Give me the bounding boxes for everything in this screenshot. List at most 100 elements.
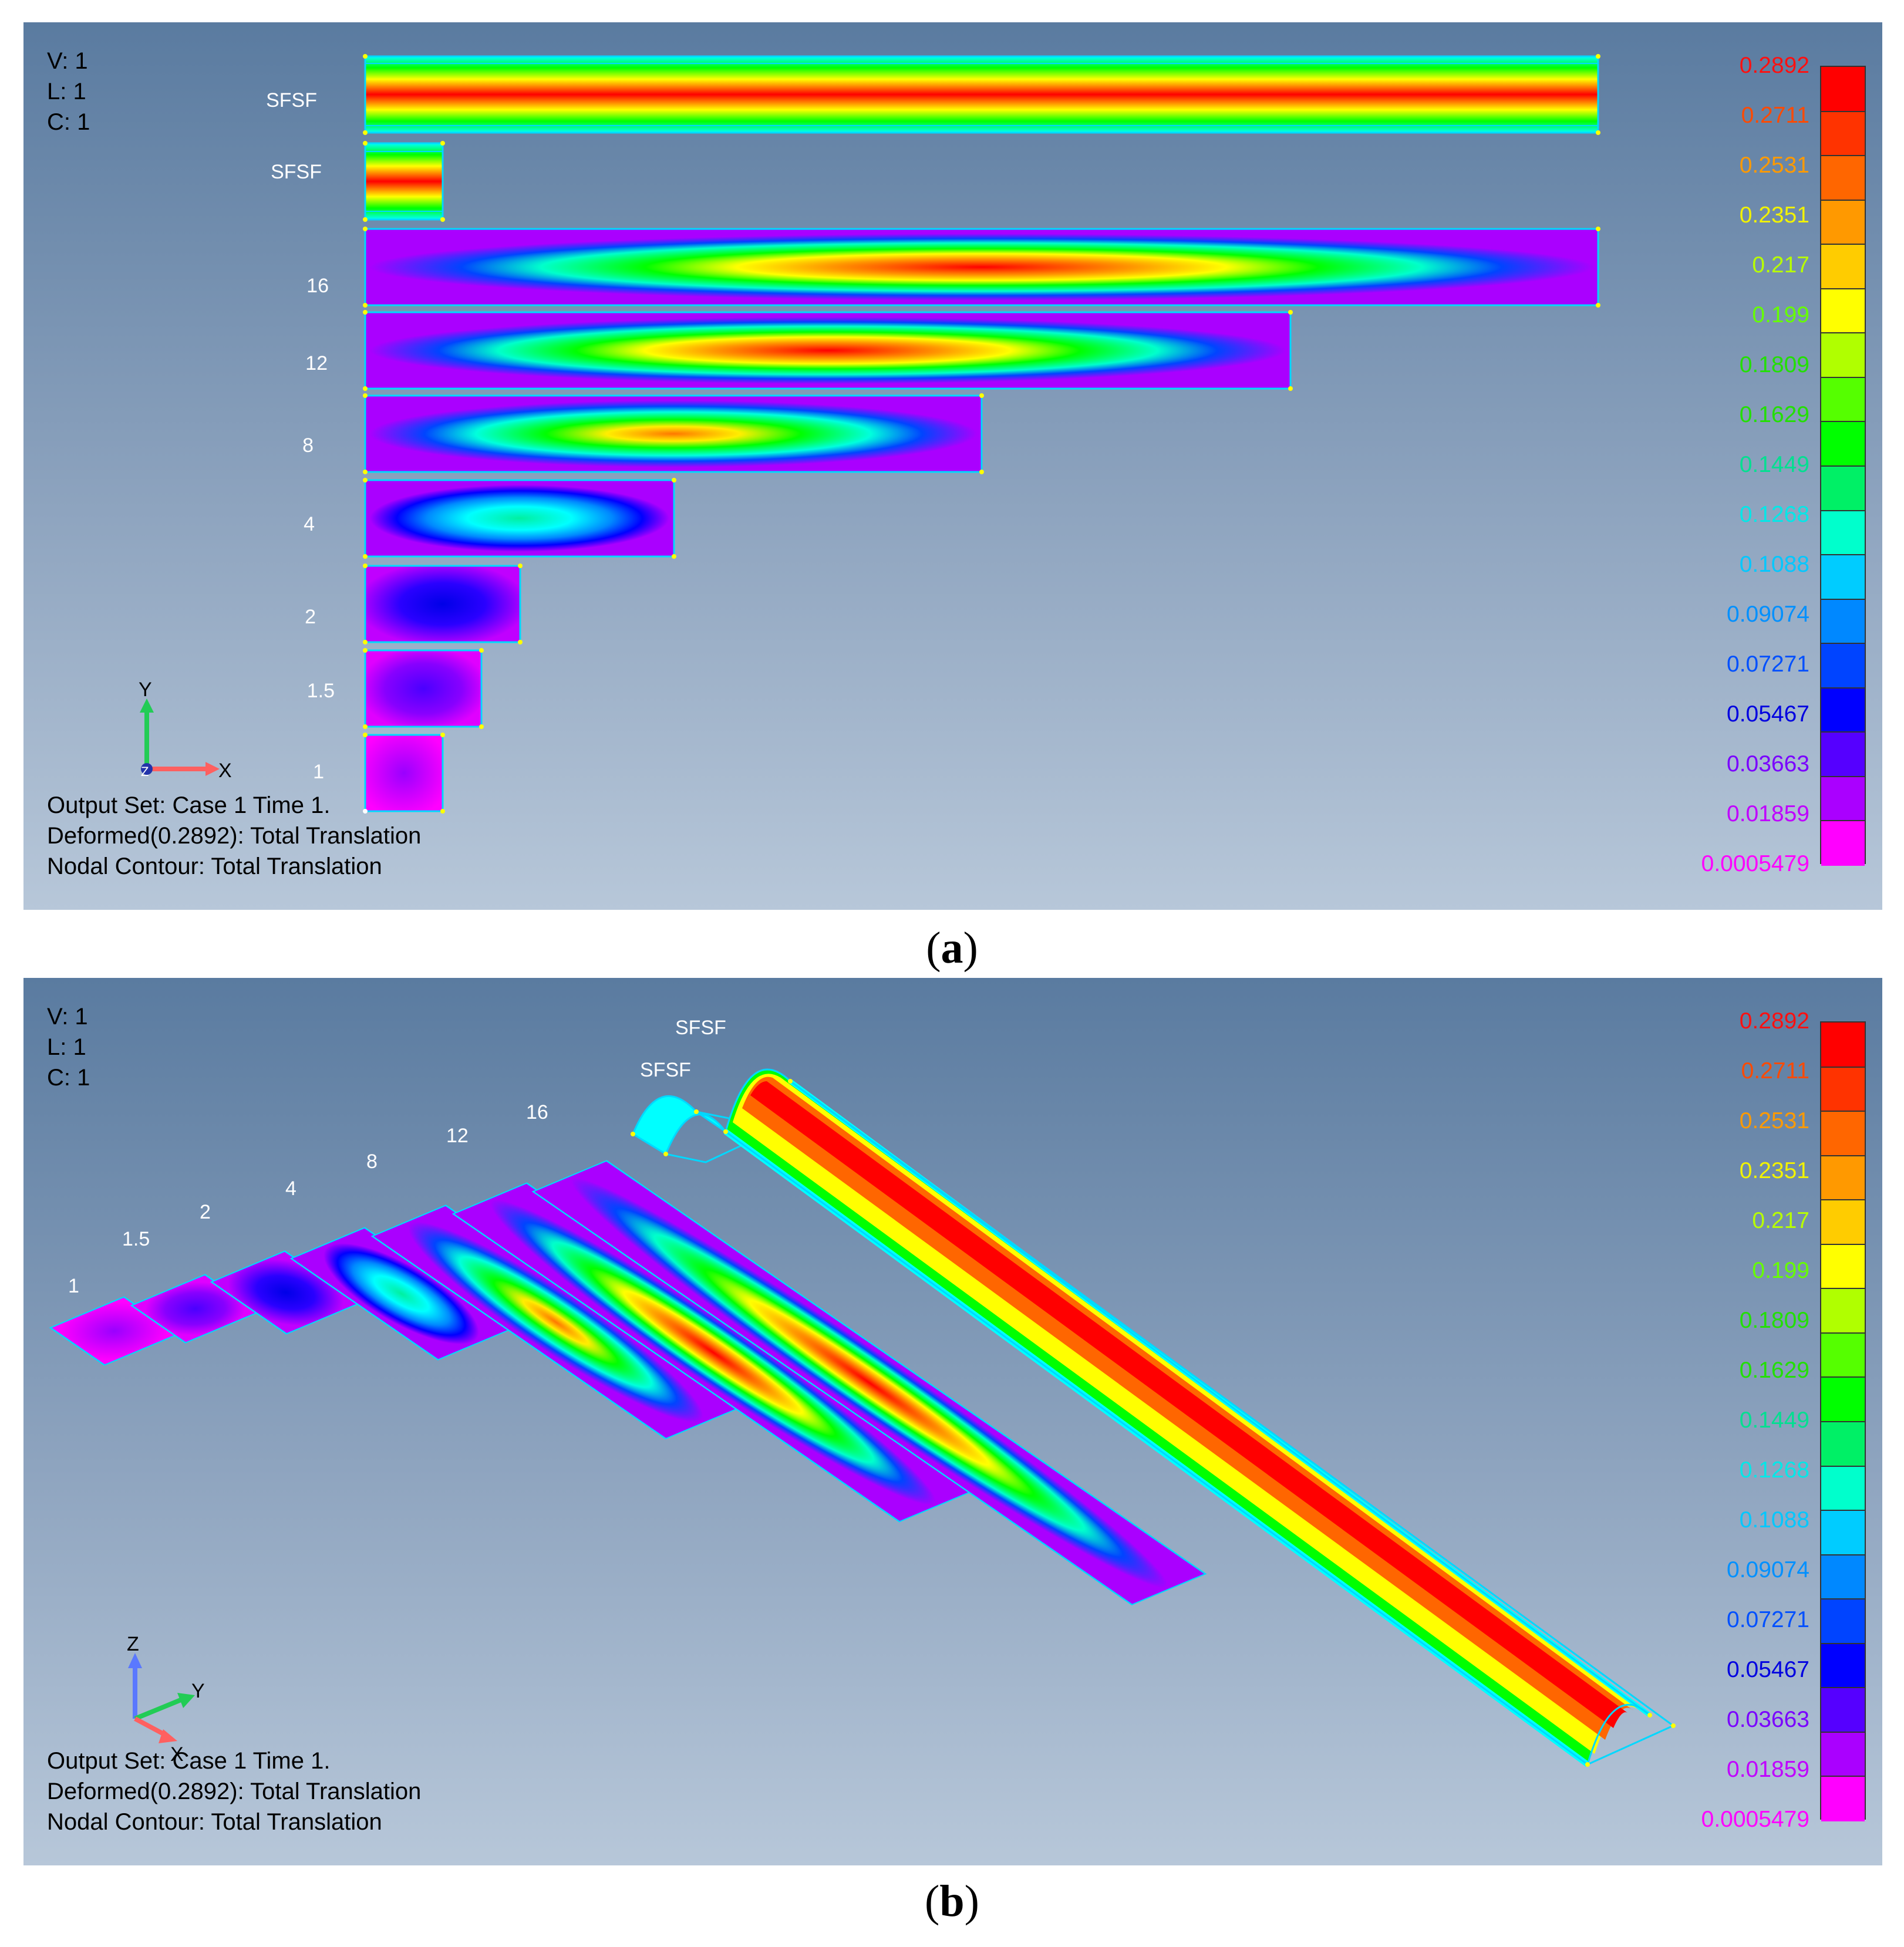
colorbar-level-label: 0.0005479 — [1701, 851, 1809, 876]
colorbar-tick — [1821, 1776, 1865, 1777]
colorbar-level-label: 0.03663 — [1727, 751, 1809, 777]
axis-label-horizontal: Y — [191, 1680, 205, 1702]
colorbar-tick — [1821, 1243, 1865, 1245]
colorbar-tick — [1821, 820, 1865, 822]
colorbar-tick — [1821, 1598, 1865, 1600]
contour-text: Nodal Contour: Total Translation — [47, 1809, 382, 1835]
model-plate-1 — [363, 733, 445, 814]
model-plate-2 — [363, 563, 523, 644]
label-4: 4 — [304, 513, 315, 535]
colorbar-band — [1821, 1688, 1865, 1733]
label-sfsf-long: SFSF — [675, 1017, 726, 1039]
view-info: V: 1 L: 1 C: 1 — [47, 46, 90, 137]
colorbar-level-label: 0.03663 — [1727, 1707, 1809, 1732]
colorbar-band — [1821, 1599, 1865, 1644]
colorbar-level-label: 0.199 — [1752, 1258, 1809, 1283]
colorbar-level-label: 0.01859 — [1727, 1757, 1809, 1782]
label-1: 1 — [68, 1275, 79, 1297]
colorbar-band — [1821, 1067, 1865, 1112]
colorbar-level-label: 0.05467 — [1727, 1657, 1809, 1682]
axis-label-vertical: Y — [139, 679, 152, 701]
colorbar-level-label: 0.0005479 — [1701, 1807, 1809, 1832]
contour-legend-labels: 0.2892 0.2711 0.2531 0.2351 0.217 0.199 0.1809… — [1609, 22, 1809, 910]
model-plate-12 — [451, 1182, 975, 1523]
model-plate-16 — [531, 1160, 1207, 1606]
colorbar-band — [1821, 1377, 1865, 1422]
colorbar-band — [1821, 1422, 1865, 1467]
colorbar-level-label: 0.1629 — [1739, 402, 1809, 427]
colorbar-tick — [1821, 332, 1865, 334]
colorbar-band — [1821, 67, 1865, 112]
colorbar-tick — [1821, 1332, 1865, 1334]
colorbar-tick — [1821, 110, 1865, 112]
caption-b: (b) — [925, 1877, 979, 1926]
model-plate-1-5 — [363, 648, 484, 729]
colorbar-tick — [1821, 643, 1865, 644]
colorbar-tick — [1821, 509, 1865, 511]
colorbar-band — [1821, 200, 1865, 245]
colorbar-level-label: 0.2892 — [1739, 53, 1809, 78]
colorbar-tick — [1821, 244, 1865, 245]
colorbar-tick — [1821, 1155, 1865, 1156]
label-4: 4 — [285, 1177, 296, 1200]
contour-colorbar — [1820, 66, 1866, 866]
colorbar-tick — [1821, 1288, 1865, 1290]
model-plate-4 — [289, 1227, 513, 1361]
colorbar-tick — [1821, 1465, 1865, 1467]
contour-legend-labels: 0.2892 0.2711 0.2531 0.2351 0.217 0.199 0.1809… — [1609, 978, 1809, 1865]
panel-b-viewport: SFSF SFSF 16 12 8 4 2 1.5 1 Z Y X V: 1 L… — [23, 978, 1882, 1865]
colorbar-level-label: 0.1809 — [1739, 1308, 1809, 1333]
label-1: 1 — [313, 761, 324, 783]
colorbar-tick — [1821, 687, 1865, 689]
colorbar-band — [1821, 111, 1865, 157]
colorbar-level-label: 0.09074 — [1727, 1557, 1809, 1582]
colorbar-tick — [1821, 775, 1865, 777]
output-info: Output Set: Case 1 Time 1. Deformed(0.28… — [47, 1746, 421, 1837]
colorbar-tick — [1821, 1421, 1865, 1422]
panel-a-viewport: SFSF SFSF 16 12 8 4 2 1.5 1 Y X Z V: 1 L… — [23, 22, 1882, 910]
colorbar-band — [1821, 1200, 1865, 1245]
model-plate-12 — [363, 310, 1293, 391]
colorbar-band — [1821, 776, 1865, 822]
model-sfsf-long — [723, 1068, 1676, 1767]
colorbar-band — [1821, 821, 1865, 866]
label-2: 2 — [200, 1201, 211, 1223]
colorbar-level-label: 0.01859 — [1727, 801, 1809, 826]
colorbar-level-label: 0.217 — [1752, 1208, 1809, 1233]
view-info: V: 1 L: 1 C: 1 — [47, 1001, 90, 1093]
output-info: Output Set: Case 1 Time 1. Deformed(0.28… — [47, 790, 421, 882]
model-plate-16 — [363, 227, 1600, 308]
label-12: 12 — [305, 352, 328, 374]
colorbar-band — [1821, 1732, 1865, 1777]
colorbar-tick — [1821, 1199, 1865, 1201]
colorbar-tick — [1821, 1376, 1865, 1378]
colorbar-tick — [1821, 554, 1865, 556]
colorbar-band — [1821, 288, 1865, 334]
axis-label-horizontal: X — [218, 760, 232, 782]
panel-b-models: SFSF SFSF 16 12 8 4 2 1.5 1 Z Y X — [49, 1017, 1676, 1767]
colorbar-level-label: 0.1449 — [1739, 452, 1809, 477]
colorbar-level-label: 0.1268 — [1739, 502, 1809, 527]
colorbar-tick — [1821, 1111, 1865, 1112]
colorbar-band — [1821, 466, 1865, 511]
colorbar-level-label: 0.2711 — [1741, 103, 1809, 128]
colorbar-band — [1821, 156, 1865, 201]
colorbar-level-label: 0.1449 — [1739, 1408, 1809, 1433]
colorbar-band — [1821, 1244, 1865, 1290]
label-sfsf-long: SFSF — [266, 89, 317, 112]
colorbar-band — [1821, 244, 1865, 289]
label-8: 8 — [302, 434, 314, 457]
label-sfsf-short: SFSF — [271, 161, 322, 183]
colorbar-level-label: 0.2351 — [1739, 1158, 1809, 1183]
colorbar-band — [1821, 1155, 1865, 1201]
colorbar-level-label: 0.2531 — [1739, 153, 1809, 178]
label-12: 12 — [446, 1125, 469, 1147]
colorbar-level-label: 0.1088 — [1739, 552, 1809, 577]
colorbar-band — [1821, 732, 1865, 777]
axis-triad-a: Y X Z — [139, 679, 232, 782]
colorbar-tick — [1821, 421, 1865, 423]
axis-triad-b: Z Y X — [127, 1633, 205, 1766]
model-sfsf-long — [363, 54, 1600, 135]
colorbar-band — [1821, 421, 1865, 467]
output-set-text: Output Set: Case 1 Time 1. — [47, 792, 331, 818]
